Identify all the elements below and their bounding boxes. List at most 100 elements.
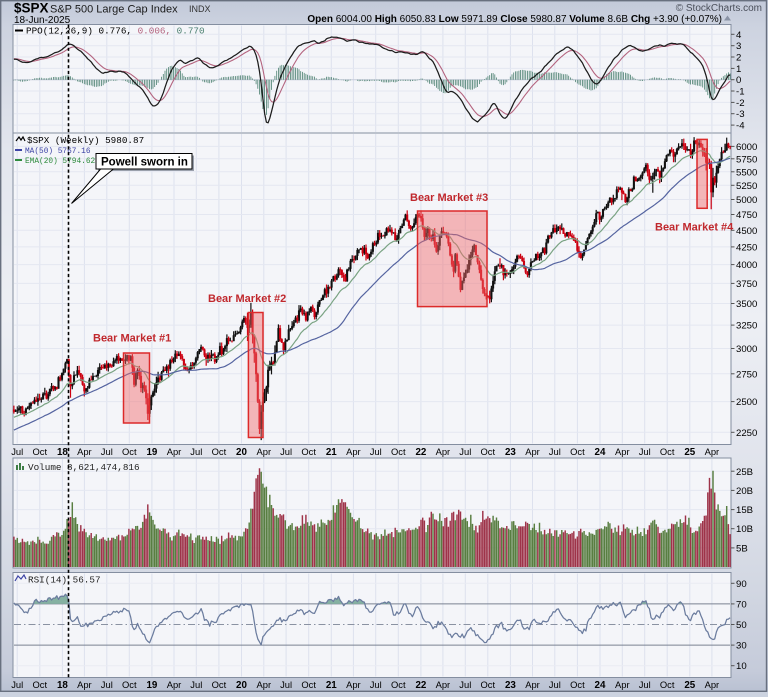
svg-text:19: 19 <box>146 680 157 691</box>
svg-text:Jul: Jul <box>370 679 382 690</box>
svg-text:Apr: Apr <box>615 679 630 690</box>
svg-text:Oct: Oct <box>570 679 585 690</box>
svg-text:Oct: Oct <box>481 446 496 457</box>
svg-text:Volume 8,621,474,816: Volume 8,621,474,816 <box>28 462 140 473</box>
svg-text:EMA(20) 5794.62: EMA(20) 5794.62 <box>25 158 96 166</box>
svg-text:Oct: Oct <box>391 446 406 457</box>
svg-text:Apr: Apr <box>436 679 451 690</box>
svg-text:Bear Market #1: Bear Market #1 <box>93 333 171 345</box>
svg-text:-2: -2 <box>736 98 745 109</box>
svg-text:24: 24 <box>595 447 606 458</box>
svg-text:23: 23 <box>505 447 516 458</box>
svg-text:Jul: Jul <box>280 446 292 457</box>
svg-text:3000: 3000 <box>736 344 757 355</box>
svg-text:20: 20 <box>236 447 247 458</box>
svg-text:Oct: Oct <box>391 679 406 690</box>
svg-text:Open 6004.00 High 6050.83 Low: Open 6004.00 High 6050.83 Low 5971.89 Cl… <box>307 14 722 25</box>
svg-text:10B: 10B <box>736 524 753 535</box>
svg-text:Apr: Apr <box>77 679 92 690</box>
svg-text:Apr: Apr <box>615 446 630 457</box>
svg-text:6000: 6000 <box>736 142 757 153</box>
svg-text:Jul: Jul <box>101 446 113 457</box>
svg-text:18: 18 <box>57 680 68 691</box>
svg-text:Oct: Oct <box>481 679 496 690</box>
svg-text:Oct: Oct <box>660 446 675 457</box>
svg-text:Apr: Apr <box>257 679 272 690</box>
svg-text:Oct: Oct <box>212 446 227 457</box>
svg-text:25: 25 <box>684 680 695 691</box>
svg-text:90: 90 <box>736 579 747 590</box>
svg-text:Jul: Jul <box>549 679 561 690</box>
svg-text:2250: 2250 <box>736 428 757 439</box>
svg-text:1: 1 <box>736 64 741 75</box>
svg-text:2500: 2500 <box>736 397 757 408</box>
svg-text:5750: 5750 <box>736 154 757 165</box>
svg-text:4: 4 <box>736 30 742 41</box>
svg-text:Apr: Apr <box>346 679 361 690</box>
svg-text:Jul: Jul <box>459 679 471 690</box>
svg-text:PPO(12,26,9) 0.776, 0.006, 0.7: PPO(12,26,9) 0.776, 0.006, 0.770 <box>26 26 205 37</box>
svg-text:Jul: Jul <box>190 679 202 690</box>
svg-text:18: 18 <box>57 447 68 458</box>
svg-text:Oct: Oct <box>212 679 227 690</box>
svg-text:5B: 5B <box>736 543 748 554</box>
svg-text:Bear Market #2: Bear Market #2 <box>208 293 286 305</box>
svg-text:50: 50 <box>736 620 747 631</box>
svg-text:3250: 3250 <box>736 321 757 332</box>
svg-text:10: 10 <box>736 661 747 672</box>
svg-text:Jul: Jul <box>639 679 651 690</box>
svg-text:-1: -1 <box>736 87 745 98</box>
svg-text:5250: 5250 <box>736 181 757 192</box>
svg-text:Jul: Jul <box>190 446 202 457</box>
svg-text:2750: 2750 <box>736 369 757 380</box>
svg-text:Oct: Oct <box>570 446 585 457</box>
svg-text:Oct: Oct <box>122 679 137 690</box>
svg-text:4000: 4000 <box>736 260 757 271</box>
svg-text:0: 0 <box>736 75 741 86</box>
svg-text:Bear Market #4: Bear Market #4 <box>655 222 734 234</box>
svg-text:24: 24 <box>595 680 606 691</box>
svg-text:S&P 500 Large Cap Index: S&P 500 Large Cap Index <box>50 4 178 16</box>
svg-text:20B: 20B <box>736 486 753 497</box>
svg-text:Jul: Jul <box>11 446 23 457</box>
svg-text:18-Jun-2025: 18-Jun-2025 <box>14 15 71 26</box>
svg-text:Jul: Jul <box>280 679 292 690</box>
svg-text:MA(50) 5767.16: MA(50) 5767.16 <box>25 148 91 156</box>
svg-text:Oct: Oct <box>660 679 675 690</box>
svg-text:Apr: Apr <box>167 679 182 690</box>
svg-text:Jul: Jul <box>459 446 471 457</box>
svg-text:Powell sworn in: Powell sworn in <box>101 157 188 169</box>
svg-text:Bear Market #3: Bear Market #3 <box>410 192 488 204</box>
svg-text:Apr: Apr <box>436 446 451 457</box>
svg-text:Jul: Jul <box>101 679 113 690</box>
svg-text:Apr: Apr <box>705 446 720 457</box>
svg-text:Apr: Apr <box>346 446 361 457</box>
svg-text:Jul: Jul <box>639 446 651 457</box>
svg-text:4750: 4750 <box>736 210 757 221</box>
svg-text:25: 25 <box>684 447 695 458</box>
svg-text:$SPX (Weekly) 5980.87: $SPX (Weekly) 5980.87 <box>27 135 144 146</box>
svg-text:21: 21 <box>326 680 337 691</box>
svg-text:2: 2 <box>736 53 741 64</box>
svg-text:Jul: Jul <box>370 446 382 457</box>
svg-text:4250: 4250 <box>736 242 757 253</box>
svg-text:21: 21 <box>326 447 337 458</box>
svg-text:3500: 3500 <box>736 299 757 310</box>
svg-text:4500: 4500 <box>736 226 757 237</box>
svg-text:Oct: Oct <box>301 679 316 690</box>
svg-text:5000: 5000 <box>736 195 757 206</box>
svg-text:3750: 3750 <box>736 279 757 290</box>
svg-text:Apr: Apr <box>167 446 182 457</box>
svg-text:22: 22 <box>415 680 426 691</box>
svg-text:Apr: Apr <box>525 446 540 457</box>
svg-text:30: 30 <box>736 641 747 652</box>
svg-text:Apr: Apr <box>257 446 272 457</box>
svg-text:20: 20 <box>236 680 247 691</box>
svg-text:Apr: Apr <box>77 446 92 457</box>
svg-text:Oct: Oct <box>33 446 48 457</box>
svg-text:Oct: Oct <box>122 446 137 457</box>
svg-text:© StockCharts.com: © StockCharts.com <box>676 3 762 14</box>
svg-text:RSI(14) 56.57: RSI(14) 56.57 <box>28 575 101 586</box>
svg-text:22: 22 <box>415 447 426 458</box>
svg-text:23: 23 <box>505 680 516 691</box>
